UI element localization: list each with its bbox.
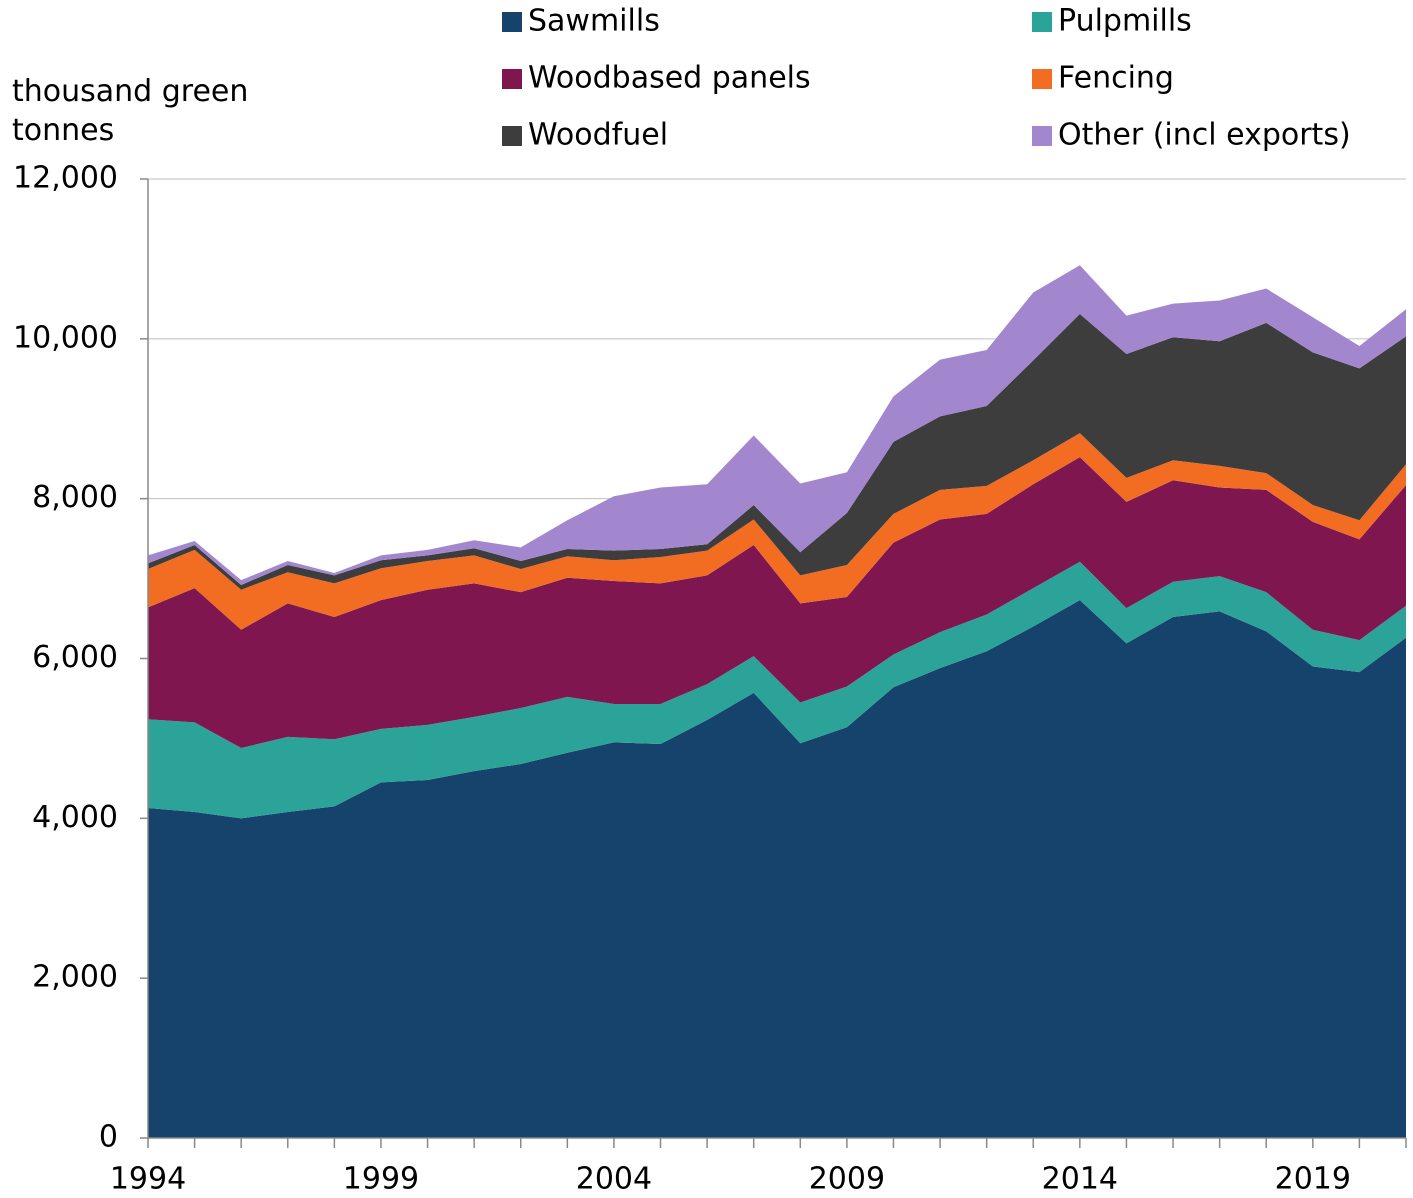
- area: [148, 265, 1406, 585]
- legend-label: Other (incl exports): [1058, 118, 1351, 153]
- y-tick-label: 0: [99, 1120, 118, 1155]
- area: [148, 600, 1406, 1138]
- legend-swatch: [502, 69, 522, 89]
- area: [148, 433, 1406, 630]
- legend-label: Woodfuel: [528, 118, 668, 153]
- legend-label: Sawmills: [528, 4, 660, 39]
- x-tick-label: 2009: [809, 1162, 885, 1197]
- y-axis-label: thousand green tonnes: [12, 74, 249, 148]
- y-tick-label: 12,000: [13, 161, 118, 196]
- legend-label: Pulpmills: [1058, 4, 1192, 39]
- y-tick-label: 8,000: [32, 480, 118, 515]
- legend-swatch: [1032, 126, 1052, 146]
- legend-swatch: [1032, 69, 1052, 89]
- legend-label: Fencing: [1058, 61, 1174, 96]
- y-tick-label: 2,000: [32, 960, 118, 995]
- legend-label: Woodbased panels: [528, 61, 811, 96]
- area: [148, 561, 1406, 819]
- x-tick-label: 2019: [1275, 1162, 1351, 1197]
- legend-swatch: [502, 126, 522, 146]
- x-tick-label: 2004: [576, 1162, 652, 1197]
- x-tick-label: 1994: [110, 1162, 186, 1197]
- legend-swatch: [1032, 12, 1052, 32]
- y-tick-label: 10,000: [13, 320, 118, 355]
- area: [148, 457, 1406, 749]
- y-tick-label: 6,000: [32, 640, 118, 675]
- x-tick-label: 2014: [1042, 1162, 1118, 1197]
- x-tick-label: 1999: [343, 1162, 419, 1197]
- legend-swatch: [502, 12, 522, 32]
- area: [148, 314, 1406, 590]
- y-tick-label: 4,000: [32, 800, 118, 835]
